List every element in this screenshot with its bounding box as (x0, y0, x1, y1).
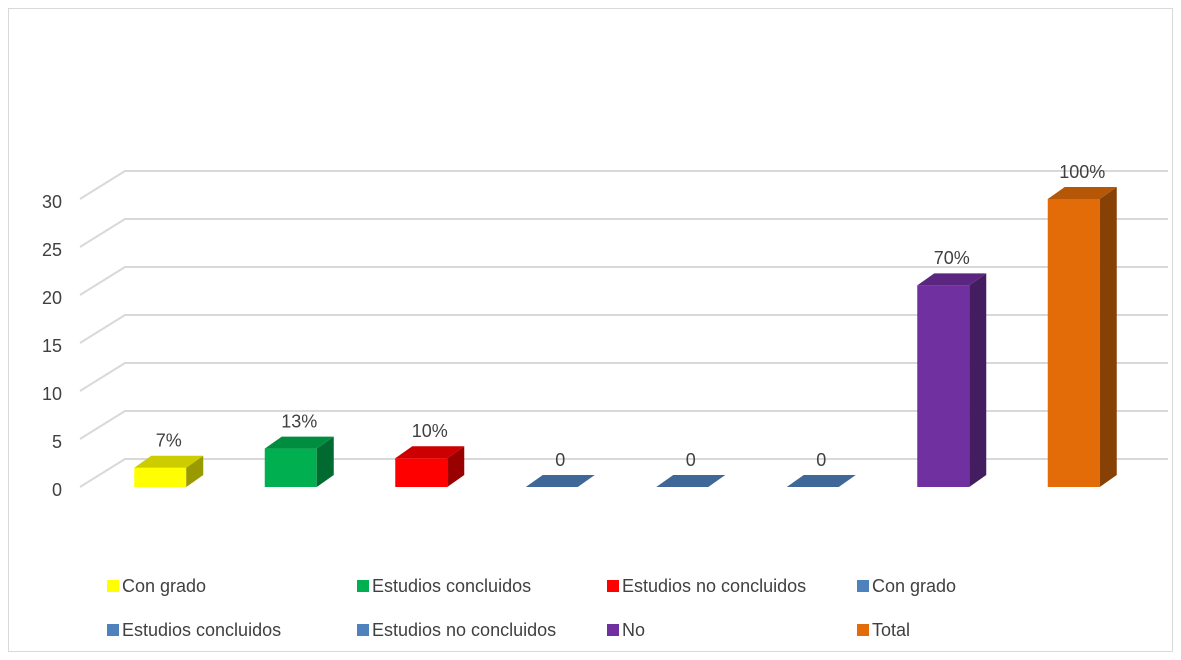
data-label: 70% (934, 248, 970, 268)
grid-line (79, 458, 1168, 488)
legend-swatch (107, 624, 119, 636)
legend-label: Estudios concluidos (372, 576, 531, 596)
legend-label: Estudios no concluidos (372, 620, 556, 640)
chart-border (8, 8, 1173, 652)
bar-top (134, 455, 204, 468)
bar-side (969, 273, 987, 487)
grid-line (79, 266, 1168, 296)
y-tick-label: 20 (42, 288, 62, 308)
data-label: 0 (816, 450, 826, 470)
y-tick-label: 15 (42, 336, 62, 356)
bar (656, 475, 726, 487)
bar (1047, 187, 1117, 487)
grid-line (79, 362, 1168, 392)
bar (264, 436, 334, 487)
data-label: 100% (1059, 162, 1105, 182)
y-tick-label: 30 (42, 192, 62, 212)
bar-top (656, 475, 726, 487)
data-label: 0 (686, 450, 696, 470)
bar-top (264, 436, 334, 449)
bar (134, 455, 204, 487)
bar-side (186, 455, 204, 487)
bar-top (1047, 187, 1117, 199)
legend-label: Estudios no concluidos (622, 576, 806, 596)
bar-top (525, 475, 595, 487)
bar-front (134, 467, 187, 487)
legend-label: Estudios concluidos (122, 620, 281, 640)
bar (395, 446, 465, 487)
y-tick-label: 5 (52, 432, 62, 452)
data-label: 10% (412, 421, 448, 441)
legend-swatch (857, 580, 869, 592)
y-tick-label: 0 (52, 480, 62, 500)
bar-front (264, 448, 317, 487)
bar-front (395, 458, 448, 487)
legend-label: Con grado (122, 576, 206, 596)
bar (525, 475, 595, 487)
bar (786, 475, 856, 487)
grid-line (79, 218, 1168, 248)
bar-side (1099, 187, 1117, 487)
bar-top (395, 446, 465, 459)
bar-top (786, 475, 856, 487)
bar-front (1047, 199, 1100, 487)
legend-label: Total (872, 620, 910, 640)
legend-label: Con grado (872, 576, 956, 596)
bar (917, 273, 987, 487)
bar-side (316, 436, 334, 487)
bar-front (917, 285, 970, 487)
legend-swatch (357, 624, 369, 636)
legend-swatch (607, 580, 619, 592)
grid-line (79, 314, 1168, 344)
bar-side (447, 446, 465, 487)
legend-swatch (107, 580, 119, 592)
data-label: 7% (156, 431, 182, 451)
bar-top (917, 273, 987, 286)
grid-line (79, 170, 1168, 200)
legend-swatch (357, 580, 369, 592)
y-tick-label: 25 (42, 240, 62, 260)
legend-swatch (607, 624, 619, 636)
data-label: 0 (555, 450, 565, 470)
legend-swatch (857, 624, 869, 636)
grid-line (79, 410, 1168, 440)
y-tick-label: 10 (42, 384, 62, 404)
data-label: 13% (281, 411, 317, 431)
legend-label: No (622, 620, 645, 640)
